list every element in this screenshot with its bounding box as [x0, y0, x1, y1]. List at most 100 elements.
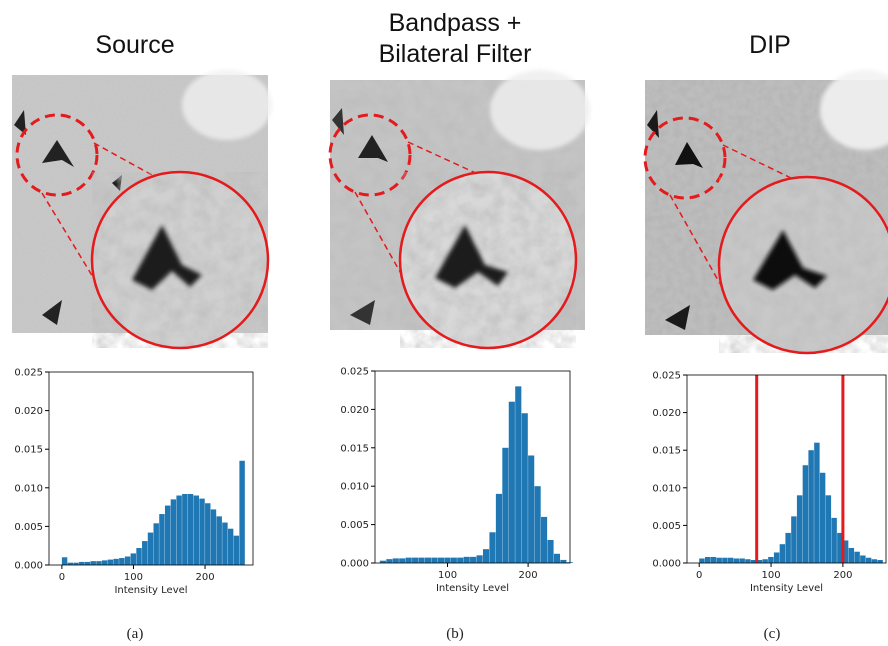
- bar: [540, 516, 548, 563]
- bar: [90, 561, 96, 565]
- y-tick-label: 0.020: [14, 406, 43, 417]
- x-axis-label: Intensity Level: [750, 583, 823, 594]
- bar: [860, 555, 866, 563]
- bar: [153, 523, 159, 565]
- bar: [848, 547, 855, 563]
- panel-title: Source: [95, 31, 175, 59]
- image-dip: [643, 70, 888, 355]
- bar: [528, 455, 535, 563]
- axes-frame: [374, 370, 571, 564]
- bar: [73, 562, 79, 565]
- bar: [124, 556, 131, 565]
- bar: [444, 557, 451, 563]
- bar: [61, 557, 68, 565]
- bar: [489, 532, 496, 563]
- bar: [199, 498, 205, 565]
- y-tick-label: 0.000: [14, 561, 43, 572]
- image-source: [12, 70, 272, 350]
- bar: [733, 558, 740, 563]
- bar: [768, 556, 774, 563]
- x-tick-label: 100: [438, 570, 457, 581]
- bar: [392, 558, 399, 563]
- bar: [739, 558, 745, 563]
- bar: [837, 532, 843, 563]
- bar: [119, 558, 125, 565]
- bar: [515, 386, 522, 563]
- x-tick-label: 100: [124, 572, 143, 583]
- bar: [825, 495, 832, 563]
- y-tick-label: 0.005: [652, 521, 681, 532]
- y-tick-label: 0.000: [340, 559, 369, 570]
- bar: [431, 557, 438, 563]
- bar: [716, 557, 722, 563]
- y-tick-label: 0.010: [652, 483, 681, 494]
- bar: [418, 557, 425, 563]
- bar: [79, 561, 85, 565]
- bar: [521, 413, 528, 563]
- panel-title: DIP: [749, 31, 791, 59]
- bar: [463, 556, 470, 563]
- y-tick-label: 0.020: [340, 405, 369, 416]
- y-tick-label: 0.020: [652, 408, 681, 419]
- bar: [808, 450, 814, 563]
- axes-frame: [48, 371, 254, 566]
- bar: [210, 509, 217, 565]
- bar: [176, 495, 182, 565]
- bar: [547, 539, 554, 563]
- x-tick-label: 100: [762, 570, 781, 581]
- bar: [193, 495, 200, 565]
- bar: [762, 559, 768, 563]
- bar: [222, 522, 228, 565]
- bar: [756, 559, 763, 563]
- bar: [159, 514, 165, 565]
- bar: [704, 556, 711, 563]
- bar: [227, 528, 234, 565]
- y-tick-label: 0.015: [340, 443, 369, 454]
- y-tick-label: 0.015: [652, 446, 681, 457]
- bar: [727, 557, 734, 563]
- bar: [476, 555, 483, 563]
- bar: [796, 495, 803, 563]
- bar: [84, 561, 91, 565]
- x-axis-label: Intensity Level: [114, 585, 187, 596]
- bar: [750, 559, 757, 563]
- bar: [142, 541, 148, 565]
- axes-frame: [686, 374, 887, 564]
- caption: (c): [764, 626, 781, 642]
- x-tick-label: 200: [519, 570, 538, 581]
- bar: [802, 465, 809, 563]
- bar: [871, 559, 878, 563]
- y-tick-label: 0.025: [14, 368, 43, 379]
- bar: [182, 493, 188, 565]
- bar: [773, 552, 780, 563]
- image-bandpass: [328, 70, 590, 350]
- bar: [819, 472, 826, 563]
- bar: [553, 553, 561, 563]
- bar: [470, 556, 477, 563]
- bar: [205, 503, 211, 565]
- bar: [96, 561, 102, 565]
- bar: [791, 516, 797, 563]
- bar: [101, 560, 108, 565]
- bar: [164, 505, 171, 565]
- bar: [136, 548, 142, 565]
- bar: [233, 535, 240, 565]
- bar: [482, 549, 490, 563]
- bar: [450, 557, 457, 563]
- y-tick-label: 0.025: [652, 371, 681, 382]
- bar: [534, 486, 541, 563]
- bar: [187, 493, 194, 565]
- bar: [239, 460, 245, 565]
- bar: [495, 493, 503, 563]
- x-tick-label: 0: [59, 572, 65, 583]
- y-tick-label: 0.015: [14, 445, 43, 456]
- y-tick-label: 0.025: [340, 367, 369, 378]
- bar: [508, 401, 515, 563]
- bar: [399, 558, 406, 563]
- bar: [842, 540, 849, 563]
- bar: [379, 560, 386, 563]
- x-tick-label: 200: [195, 572, 214, 583]
- panel-title: Bandpass + Bilateral Filter: [378, 9, 532, 68]
